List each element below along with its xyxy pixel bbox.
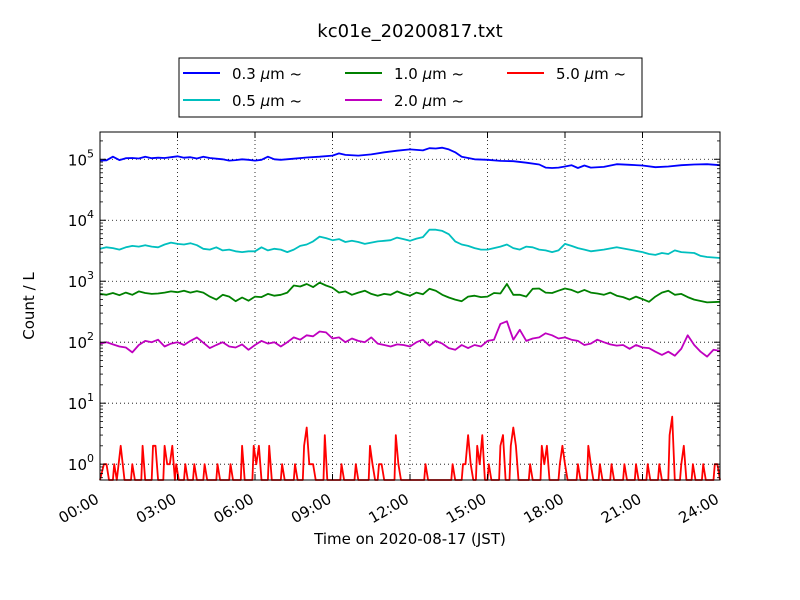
- ticks: [99, 132, 721, 480]
- legend-label: 0.3 μm ~: [232, 65, 302, 83]
- legend-label: 1.0 μm ~: [394, 65, 464, 83]
- legend-label: 2.0 μm ~: [394, 92, 464, 110]
- legend-label: 0.5 μm ~: [232, 92, 302, 110]
- legend-label: 5.0 μm ~: [556, 65, 626, 83]
- chart-title: kc01e_20200817.txt: [317, 21, 502, 42]
- series-line-1-0um: [99, 281, 721, 304]
- series-line-2-0um: [99, 320, 721, 358]
- x-axis-label: Time on 2020-08-17 (JST): [313, 530, 506, 548]
- legend: 0.3 μm ~ 0.5 μm ~ 1.0 μm ~ 2.0 μm ~ 5.0 μm ~: [178, 57, 643, 118]
- series-line-0-5um: [99, 228, 721, 259]
- y-axis-label: Count / L: [20, 272, 38, 340]
- grid: [100, 132, 720, 480]
- series-line-0-3um: [99, 146, 721, 169]
- legend-box: [178, 57, 643, 118]
